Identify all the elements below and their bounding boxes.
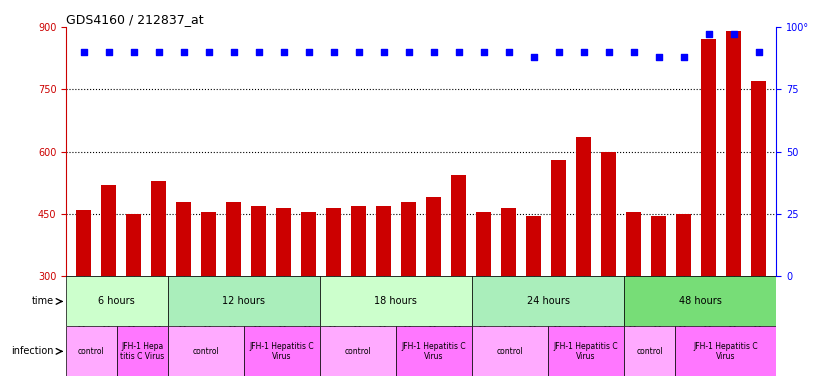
Text: control: control: [344, 347, 371, 356]
FancyBboxPatch shape: [168, 326, 244, 376]
Text: control: control: [192, 347, 219, 356]
Bar: [401, 202, 416, 276]
Bar: [501, 208, 516, 276]
Bar: [151, 181, 166, 276]
Bar: [126, 214, 141, 276]
Bar: [426, 197, 441, 276]
Bar: [451, 175, 467, 276]
Bar: [326, 208, 341, 276]
Point: [177, 49, 190, 55]
Point: [152, 49, 165, 55]
Text: 48 hours: 48 hours: [679, 296, 722, 306]
Text: 24 hours: 24 hours: [527, 296, 570, 306]
Point: [477, 49, 491, 55]
Point: [77, 49, 90, 55]
Point: [452, 49, 465, 55]
Point: [653, 54, 666, 60]
FancyBboxPatch shape: [244, 326, 320, 376]
Bar: [752, 81, 767, 276]
FancyBboxPatch shape: [116, 326, 168, 376]
Bar: [652, 216, 667, 276]
Point: [602, 49, 615, 55]
Point: [752, 49, 766, 55]
Text: infection: infection: [11, 346, 54, 356]
Point: [327, 49, 340, 55]
Text: 12 hours: 12 hours: [222, 296, 265, 306]
Bar: [101, 185, 116, 276]
Bar: [202, 212, 216, 276]
Point: [502, 49, 515, 55]
FancyBboxPatch shape: [675, 326, 776, 376]
Bar: [251, 206, 266, 276]
Bar: [276, 208, 292, 276]
Text: control: control: [496, 347, 524, 356]
Text: JFH-1 Hepatitis C
Virus: JFH-1 Hepatitis C Virus: [249, 342, 314, 361]
FancyBboxPatch shape: [472, 326, 548, 376]
Bar: [726, 31, 742, 276]
FancyBboxPatch shape: [624, 276, 776, 326]
Bar: [76, 210, 91, 276]
Point: [427, 49, 440, 55]
FancyBboxPatch shape: [624, 326, 675, 376]
Bar: [551, 160, 567, 276]
Point: [127, 49, 140, 55]
FancyBboxPatch shape: [472, 276, 624, 326]
Point: [102, 49, 115, 55]
Point: [252, 49, 265, 55]
Bar: [176, 202, 191, 276]
Text: time: time: [31, 296, 54, 306]
Text: control: control: [636, 347, 663, 356]
Point: [277, 49, 290, 55]
Text: JFH-1 Hepa
titis C Virus: JFH-1 Hepa titis C Virus: [120, 342, 164, 361]
Point: [352, 49, 365, 55]
Text: JFH-1 Hepatitis C
Virus: JFH-1 Hepatitis C Virus: [693, 342, 758, 361]
Bar: [626, 212, 641, 276]
FancyBboxPatch shape: [320, 326, 396, 376]
Point: [402, 49, 415, 55]
Point: [728, 31, 741, 38]
Bar: [577, 137, 591, 276]
Bar: [477, 212, 491, 276]
Bar: [301, 212, 316, 276]
Point: [553, 49, 566, 55]
Point: [677, 54, 691, 60]
Text: GDS4160 / 212837_at: GDS4160 / 212837_at: [66, 13, 204, 26]
Point: [202, 49, 216, 55]
FancyBboxPatch shape: [168, 276, 320, 326]
FancyBboxPatch shape: [320, 276, 472, 326]
Point: [627, 49, 640, 55]
Text: JFH-1 Hepatitis C
Virus: JFH-1 Hepatitis C Virus: [401, 342, 466, 361]
Text: JFH-1 Hepatitis C
Virus: JFH-1 Hepatitis C Virus: [554, 342, 619, 361]
Point: [377, 49, 391, 55]
Bar: [526, 216, 541, 276]
Bar: [676, 214, 691, 276]
Bar: [226, 202, 241, 276]
Text: control: control: [78, 347, 105, 356]
FancyBboxPatch shape: [548, 326, 624, 376]
Bar: [376, 206, 392, 276]
FancyBboxPatch shape: [66, 326, 116, 376]
FancyBboxPatch shape: [396, 326, 472, 376]
Text: 18 hours: 18 hours: [374, 296, 417, 306]
Bar: [601, 152, 616, 276]
Point: [227, 49, 240, 55]
Point: [702, 31, 715, 38]
FancyBboxPatch shape: [66, 276, 168, 326]
Bar: [701, 39, 716, 276]
Point: [577, 49, 591, 55]
Point: [527, 54, 540, 60]
Bar: [351, 206, 366, 276]
Point: [302, 49, 316, 55]
Text: 6 hours: 6 hours: [98, 296, 135, 306]
